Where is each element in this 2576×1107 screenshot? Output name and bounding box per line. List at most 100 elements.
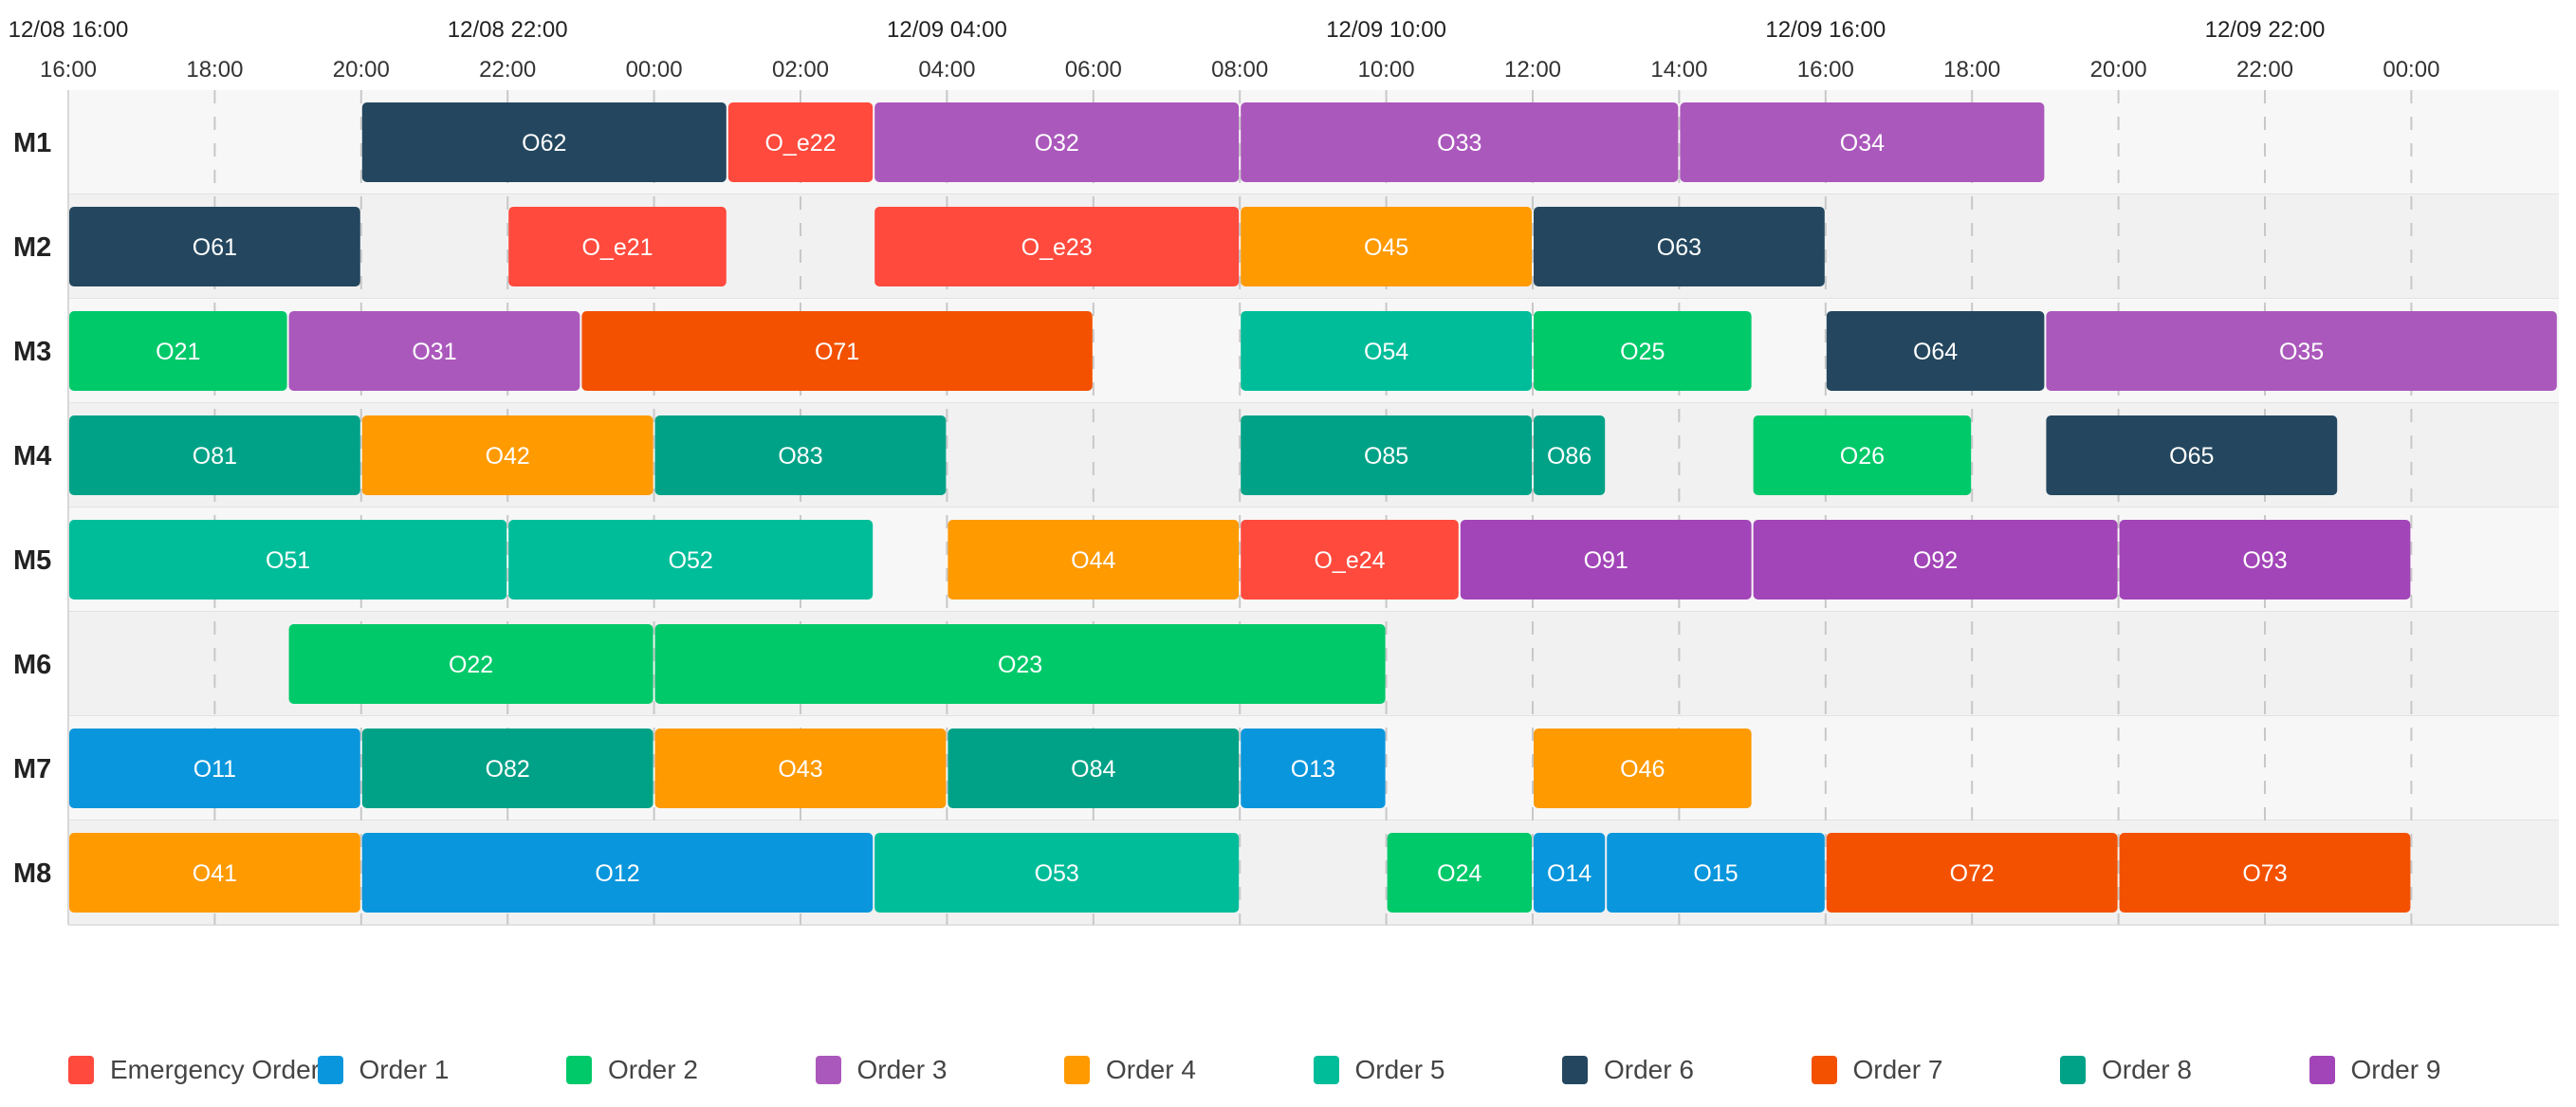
task-bar-rect[interactable] [1753,415,1972,495]
task-bar-rect[interactable] [69,311,287,391]
task-bar[interactable]: O33 [1241,102,1679,182]
legend-item[interactable]: Order 2 [566,1051,698,1089]
task-bar[interactable]: O45 [1241,207,1532,286]
task-bar[interactable]: O82 [361,729,653,808]
task-bar[interactable]: O_e24 [1241,520,1459,600]
task-bar-rect[interactable] [288,624,653,704]
task-bar-rect[interactable] [581,311,1093,391]
task-bar[interactable]: O91 [1460,520,1752,600]
task-bar-rect[interactable] [69,520,507,600]
task-bar-rect[interactable] [727,102,874,182]
task-bar[interactable]: O22 [288,624,653,704]
task-bar-rect[interactable] [1753,520,2118,600]
task-bar-rect[interactable] [1534,415,1606,495]
task-bar-rect[interactable] [2046,415,2338,495]
task-bar-rect[interactable] [361,415,653,495]
task-bar-rect[interactable] [69,415,360,495]
task-bar-rect[interactable] [508,520,874,600]
task-bar[interactable]: O64 [1826,311,2045,391]
task-bar-rect[interactable] [1241,729,1386,808]
task-bar-rect[interactable] [288,311,580,391]
task-bar[interactable]: O43 [654,729,947,808]
legend-item[interactable]: Order 1 [317,1051,449,1089]
task-bar[interactable]: O42 [361,415,653,495]
task-bar[interactable]: O35 [2046,311,2557,391]
task-bar[interactable]: O15 [1607,833,1825,913]
task-bar-rect[interactable] [69,729,360,808]
task-bar-rect[interactable] [874,207,1240,286]
task-bar[interactable]: O61 [69,207,360,286]
task-bar[interactable]: O34 [1680,102,2045,182]
task-bar-rect[interactable] [874,102,1240,182]
task-bar[interactable]: O85 [1241,415,1532,495]
task-bar[interactable]: O32 [874,102,1240,182]
task-bar-rect[interactable] [654,729,947,808]
task-bar[interactable]: O54 [1241,311,1532,391]
task-bar-rect[interactable] [1460,520,1752,600]
task-bar[interactable]: O11 [69,729,360,808]
task-bar[interactable]: O24 [1387,833,1532,913]
task-bar[interactable]: O92 [1753,520,2118,600]
task-bar-rect[interactable] [1241,520,1459,600]
task-bar[interactable]: O14 [1534,833,1606,913]
task-bar[interactable]: O26 [1753,415,1972,495]
task-bar[interactable]: O72 [1826,833,2118,913]
task-bar-rect[interactable] [1387,833,1532,913]
task-bar-rect[interactable] [948,729,1240,808]
legend-item[interactable]: Order 6 [1562,1051,1694,1089]
task-bar-rect[interactable] [1534,729,1752,808]
legend-item[interactable]: Order 7 [1811,1051,1942,1089]
task-bar[interactable]: O31 [288,311,580,391]
task-bar[interactable]: O81 [69,415,360,495]
task-bar-rect[interactable] [1534,311,1752,391]
task-bar[interactable]: O86 [1534,415,1606,495]
legend-item[interactable]: Order 8 [2060,1051,2192,1089]
task-bar-rect[interactable] [654,624,1386,704]
task-bar-rect[interactable] [1680,102,2045,182]
task-bar-rect[interactable] [69,833,360,913]
task-bar[interactable]: O83 [654,415,947,495]
legend-item[interactable]: Emergency Order [68,1051,320,1089]
task-bar-rect[interactable] [361,102,727,182]
task-bar-rect[interactable] [1241,207,1532,286]
task-bar[interactable]: O71 [581,311,1093,391]
legend-item[interactable]: Order 9 [2309,1051,2440,1089]
task-bar-rect[interactable] [1534,207,1825,286]
legend-item[interactable]: Order 5 [1313,1051,1444,1089]
task-bar-rect[interactable] [1241,415,1532,495]
task-bar-rect[interactable] [2119,833,2411,913]
task-bar[interactable]: O41 [69,833,360,913]
task-bar-rect[interactable] [2046,311,2557,391]
task-bar[interactable]: O46 [1534,729,1752,808]
task-bar[interactable]: O52 [508,520,874,600]
task-bar[interactable]: O21 [69,311,287,391]
task-bar-rect[interactable] [69,207,360,286]
task-bar-rect[interactable] [948,520,1240,600]
task-bar[interactable]: O12 [361,833,874,913]
task-bar[interactable]: O65 [2046,415,2338,495]
task-bar[interactable]: O93 [2119,520,2411,600]
task-bar-rect[interactable] [874,833,1240,913]
task-bar-rect[interactable] [1534,833,1606,913]
task-bar-rect[interactable] [361,729,653,808]
task-bar[interactable]: O73 [2119,833,2411,913]
task-bar[interactable]: O13 [1241,729,1386,808]
task-bar-rect[interactable] [1826,311,2045,391]
task-bar-rect[interactable] [654,415,947,495]
task-bar[interactable]: O84 [948,729,1240,808]
legend-item[interactable]: Order 4 [1064,1051,1196,1089]
task-bar[interactable]: O51 [69,520,507,600]
legend-item[interactable]: Order 3 [815,1051,947,1089]
task-bar-rect[interactable] [1241,311,1532,391]
task-bar-rect[interactable] [1607,833,1825,913]
task-bar[interactable]: O62 [361,102,727,182]
task-bar-rect[interactable] [508,207,727,286]
task-bar[interactable]: O44 [948,520,1240,600]
task-bar-rect[interactable] [1241,102,1679,182]
task-bar[interactable]: O63 [1534,207,1825,286]
task-bar[interactable]: O_e22 [727,102,874,182]
task-bar[interactable]: O_e21 [508,207,727,286]
task-bar-rect[interactable] [2119,520,2411,600]
task-bar[interactable]: O25 [1534,311,1752,391]
task-bar[interactable]: O_e23 [874,207,1240,286]
